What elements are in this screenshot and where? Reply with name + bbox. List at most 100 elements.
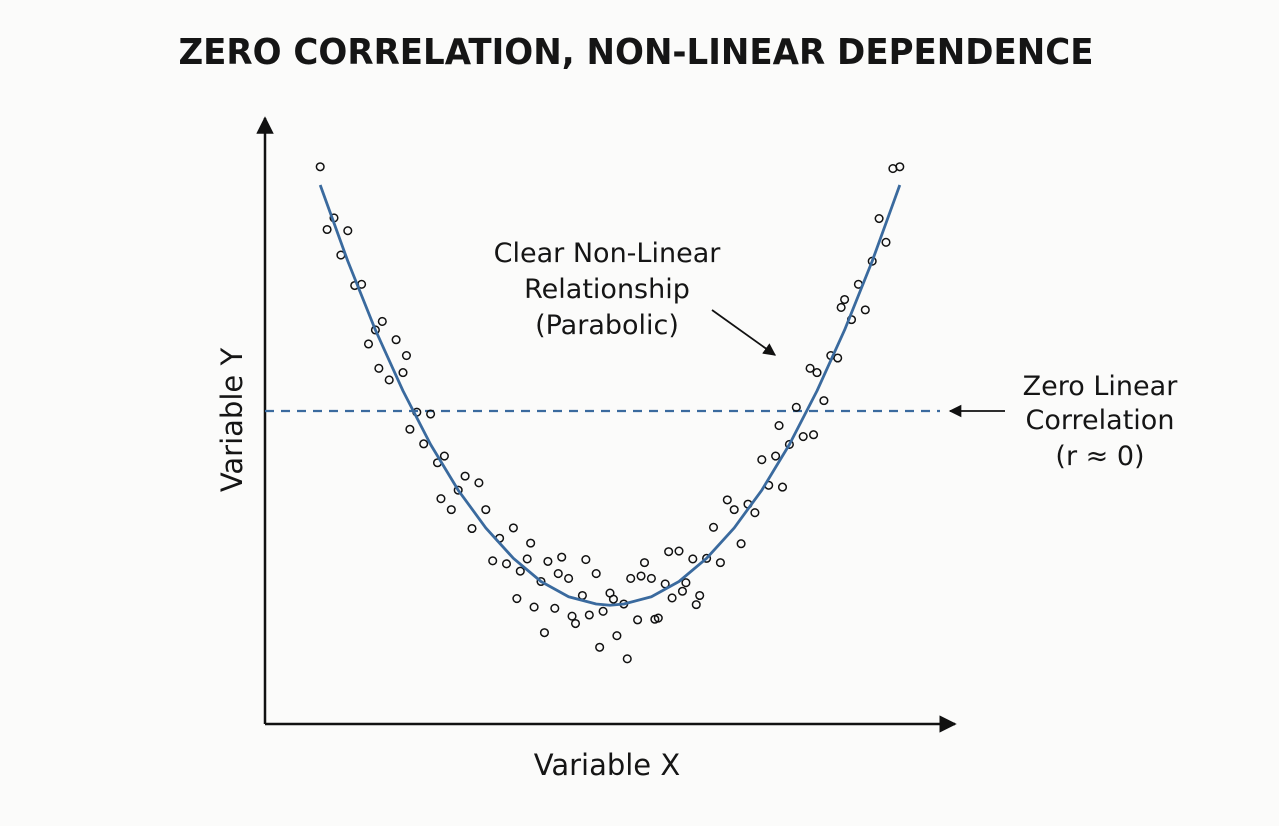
scatter-point: [515, 566, 525, 576]
scatter-point: [667, 593, 677, 603]
scatter-point: [553, 569, 563, 579]
scatter-point: [626, 573, 636, 583]
scatter-point: [833, 353, 843, 363]
scatter-point: [771, 451, 781, 461]
scatter-point: [474, 478, 484, 488]
annotation: Clear Non-Linear: [494, 238, 722, 269]
scatter-point: [639, 558, 650, 568]
scatter-point: [708, 522, 719, 532]
scatter-point: [722, 495, 732, 505]
scatter-point: [564, 573, 574, 583]
scatter-point: [526, 538, 536, 548]
scatter-point: [836, 302, 846, 312]
scatter-point: [481, 505, 491, 515]
scatter-point: [636, 571, 646, 581]
scatter-point: [384, 375, 394, 385]
scatter-point: [426, 409, 436, 419]
scatter-point: [688, 554, 698, 564]
scatter-point: [702, 553, 712, 563]
scatter-point: [681, 578, 691, 588]
scatter-point: [446, 505, 456, 515]
scatter-point: [436, 494, 446, 504]
scatter-point: [391, 335, 401, 345]
scatter-point: [674, 546, 684, 556]
scatter-point: [543, 556, 553, 566]
scatter-point: [577, 590, 587, 601]
scatter-point: [581, 555, 591, 565]
scatter-point: [439, 451, 449, 461]
y-axis-label: Variable Y: [215, 348, 249, 493]
scatter-point: [715, 558, 725, 568]
scatter-point: [664, 547, 674, 557]
scatter-point: [595, 642, 605, 652]
scatter-point: [460, 471, 470, 481]
scatter-point: [398, 368, 408, 378]
scatter-point: [363, 339, 374, 349]
scatter-point: [798, 432, 808, 442]
scatter-point: [529, 602, 539, 612]
scatter-point: [881, 237, 891, 247]
annotation-arrow: [711, 309, 777, 356]
scatter-point: [650, 614, 660, 624]
scatter-point: [608, 594, 619, 604]
scatter-point: [405, 424, 415, 434]
scatter-point: [501, 559, 512, 569]
annotation: Correlation: [1026, 405, 1175, 436]
scatter-point: [584, 610, 594, 620]
scatter-point: [757, 455, 767, 465]
scatter-point: [612, 631, 622, 641]
chart-title: ZERO CORRELATION, NON-LINEAR DEPENDENCE: [179, 32, 1094, 73]
scatter-point: [370, 325, 380, 335]
scatter-point: [819, 396, 829, 406]
annotation: Relationship: [524, 274, 690, 305]
scatter-point: [791, 402, 801, 412]
scatter-point: [401, 351, 412, 361]
plot-area: [265, 162, 940, 664]
scatter-point: [522, 554, 532, 564]
scatter-point: [774, 421, 784, 431]
scatter-point: [777, 482, 788, 492]
scatter-point: [622, 654, 632, 664]
scatter-point: [784, 439, 794, 450]
scatter-point: [557, 552, 567, 562]
scatter-point: [539, 628, 550, 638]
scatter-point: [736, 539, 746, 549]
fit-curve: [318, 184, 902, 607]
scatter-point: [895, 162, 905, 172]
scatter-point: [840, 294, 850, 305]
scatter-point: [488, 556, 498, 566]
scatter-point: [805, 363, 815, 373]
scatter-point: [677, 586, 688, 596]
scatter-point: [695, 590, 705, 601]
scatter-point: [512, 593, 522, 604]
scatter-point: [633, 615, 643, 625]
scatter-point: [570, 618, 581, 629]
scatter-point: [467, 523, 477, 534]
scatter-point: [550, 603, 560, 613]
annotation: (r ≈ 0): [1055, 441, 1144, 472]
scatter-point: [536, 576, 546, 587]
scatter-point: [874, 213, 884, 224]
annotation: (Parabolic): [535, 310, 679, 341]
scatter-point: [812, 368, 822, 378]
scatter-point: [315, 162, 325, 172]
scatter-point: [809, 430, 819, 440]
scatter-point: [322, 224, 332, 235]
scatter-point: [729, 505, 739, 515]
scatter-point: [591, 569, 601, 579]
scatter-point: [453, 485, 463, 495]
scatter-point: [419, 439, 429, 449]
scatter-point: [598, 606, 608, 616]
scatter-point: [377, 316, 387, 327]
scatter-point: [343, 226, 353, 236]
scatter-point: [567, 611, 577, 621]
scatter-point: [860, 305, 870, 315]
scatter-point: [646, 573, 656, 583]
x-axis-label: Variable X: [534, 748, 681, 782]
scatter-point: [750, 508, 760, 518]
scatter-point: [691, 600, 701, 610]
scatter-point: [374, 363, 384, 373]
scatter-point: [508, 523, 518, 533]
annotation: Zero Linear: [1023, 371, 1179, 402]
